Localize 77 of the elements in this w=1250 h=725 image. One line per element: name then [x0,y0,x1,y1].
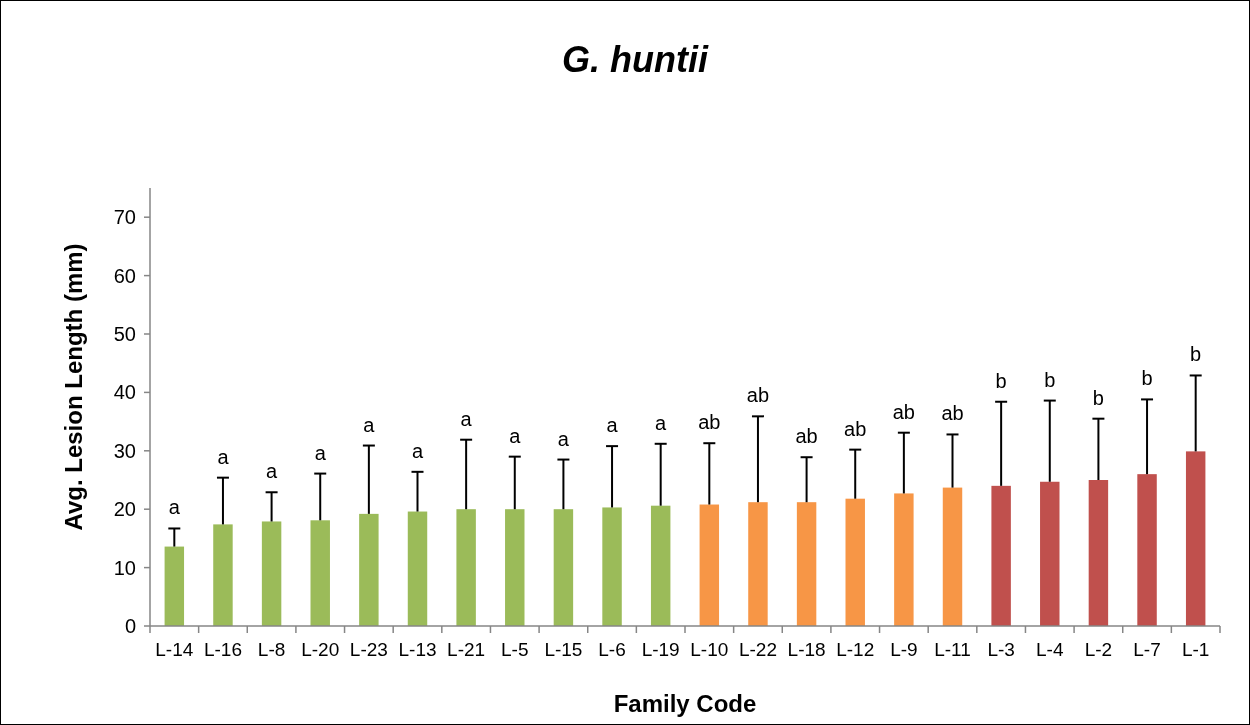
x-tick-label: L-11 [934,639,971,660]
bar [894,493,914,626]
bar [213,524,233,626]
annotation: a [217,445,230,468]
x-tick-label: L-7 [1133,639,1161,660]
x-tick-label: L-13 [398,639,437,660]
y-tick-label: 10 [113,556,136,579]
x-tick-label: L-3 [987,639,1015,660]
annotation: ab [844,417,867,440]
bar [505,509,525,626]
x-axis-title: Family Code [613,690,757,717]
x-tick-label: L-20 [301,639,340,660]
annotation: a [314,441,327,464]
x-tick-label: L-16 [203,639,242,660]
annotation: a [655,411,668,434]
x-tick-label: L-2 [1084,639,1113,660]
bar [1040,481,1060,626]
annotation: ab [795,425,818,448]
annotation: a [460,407,473,430]
annotation: a [509,424,522,447]
x-tick-label: L-12 [836,639,875,660]
annotation: a [606,414,619,437]
x-tick-label: L-5 [501,639,529,660]
x-tick-label: L-21 [447,639,486,660]
x-tick-label: L-8 [257,639,286,660]
bar [359,513,379,626]
bar [699,504,720,626]
y-tick-label: 50 [113,323,136,345]
bar [991,485,1011,626]
bar [407,511,428,626]
y-tick-label: 40 [113,381,136,404]
annotation: b [1190,343,1202,366]
y-axis-title: Avg. Lesion Length (mm) [60,243,87,531]
annotation: a [168,496,181,519]
bar [650,505,671,626]
x-tick-label: L-23 [349,639,388,660]
annotation: a [363,413,376,436]
bar [748,502,768,626]
x-tick-label: L-14 [155,639,194,660]
bar [845,498,865,626]
x-tick-label: L-6 [598,639,626,660]
bar [942,487,963,626]
bar [164,546,185,626]
chart-title: G. huntii [562,39,709,80]
bar [1185,451,1206,626]
y-tick-label: 0 [124,615,136,637]
annotation: a [411,439,424,462]
x-tick-label: L-22 [738,639,777,660]
y-tick-label: 20 [113,498,136,521]
x-tick-label: L-9 [890,639,918,660]
annotation: ab [941,402,964,425]
annotation: ab [698,411,721,434]
x-tick-label: L-19 [641,639,680,660]
annotation: a [557,427,570,450]
x-tick-label: L-15 [544,639,583,660]
annotation: ab [892,400,915,423]
x-tick-label: L-18 [787,639,826,660]
y-tick-label: 60 [113,264,136,287]
x-tick-label: L-4 [1036,639,1064,660]
y-tick-label: 70 [113,206,136,229]
annotation: a [266,460,279,483]
annotation: b [995,369,1007,392]
x-tick-label: L-10 [690,639,729,660]
annotation: b [1092,386,1104,409]
annotation: ab [746,384,770,407]
bar [553,509,574,626]
bar [456,509,476,626]
bar [602,507,622,626]
bar [1088,480,1109,626]
bar [796,502,817,626]
x-tick-label: L-1 [1181,639,1210,660]
bar [261,521,282,626]
y-tick-label: 30 [113,439,136,462]
annotation: b [1044,368,1056,391]
annotation: b [1141,367,1153,390]
bar [1137,474,1157,626]
bar [310,520,330,626]
